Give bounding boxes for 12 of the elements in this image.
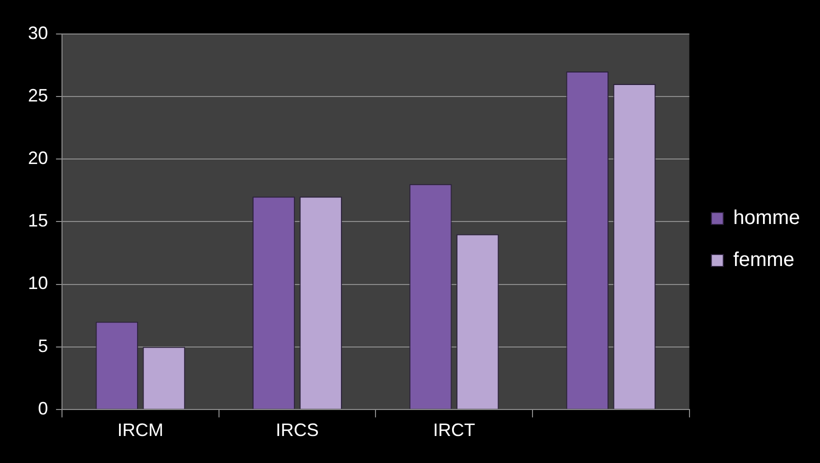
- legend-label: homme: [733, 207, 800, 230]
- y-tick-label: 20: [28, 148, 48, 168]
- y-tick-label: 30: [28, 22, 48, 43]
- x-tick-label: IRCM: [117, 420, 164, 440]
- legend-label: femme: [733, 249, 794, 272]
- y-tick-label: 25: [28, 86, 48, 106]
- x-tick-label: IRCS: [276, 420, 319, 440]
- y-tick-label: 5: [38, 336, 48, 356]
- y-tick-label: 0: [38, 398, 48, 418]
- y-tick-label: 10: [28, 273, 48, 294]
- x-tick-label: IRCT: [433, 420, 476, 440]
- y-tick-label: 15: [28, 210, 48, 231]
